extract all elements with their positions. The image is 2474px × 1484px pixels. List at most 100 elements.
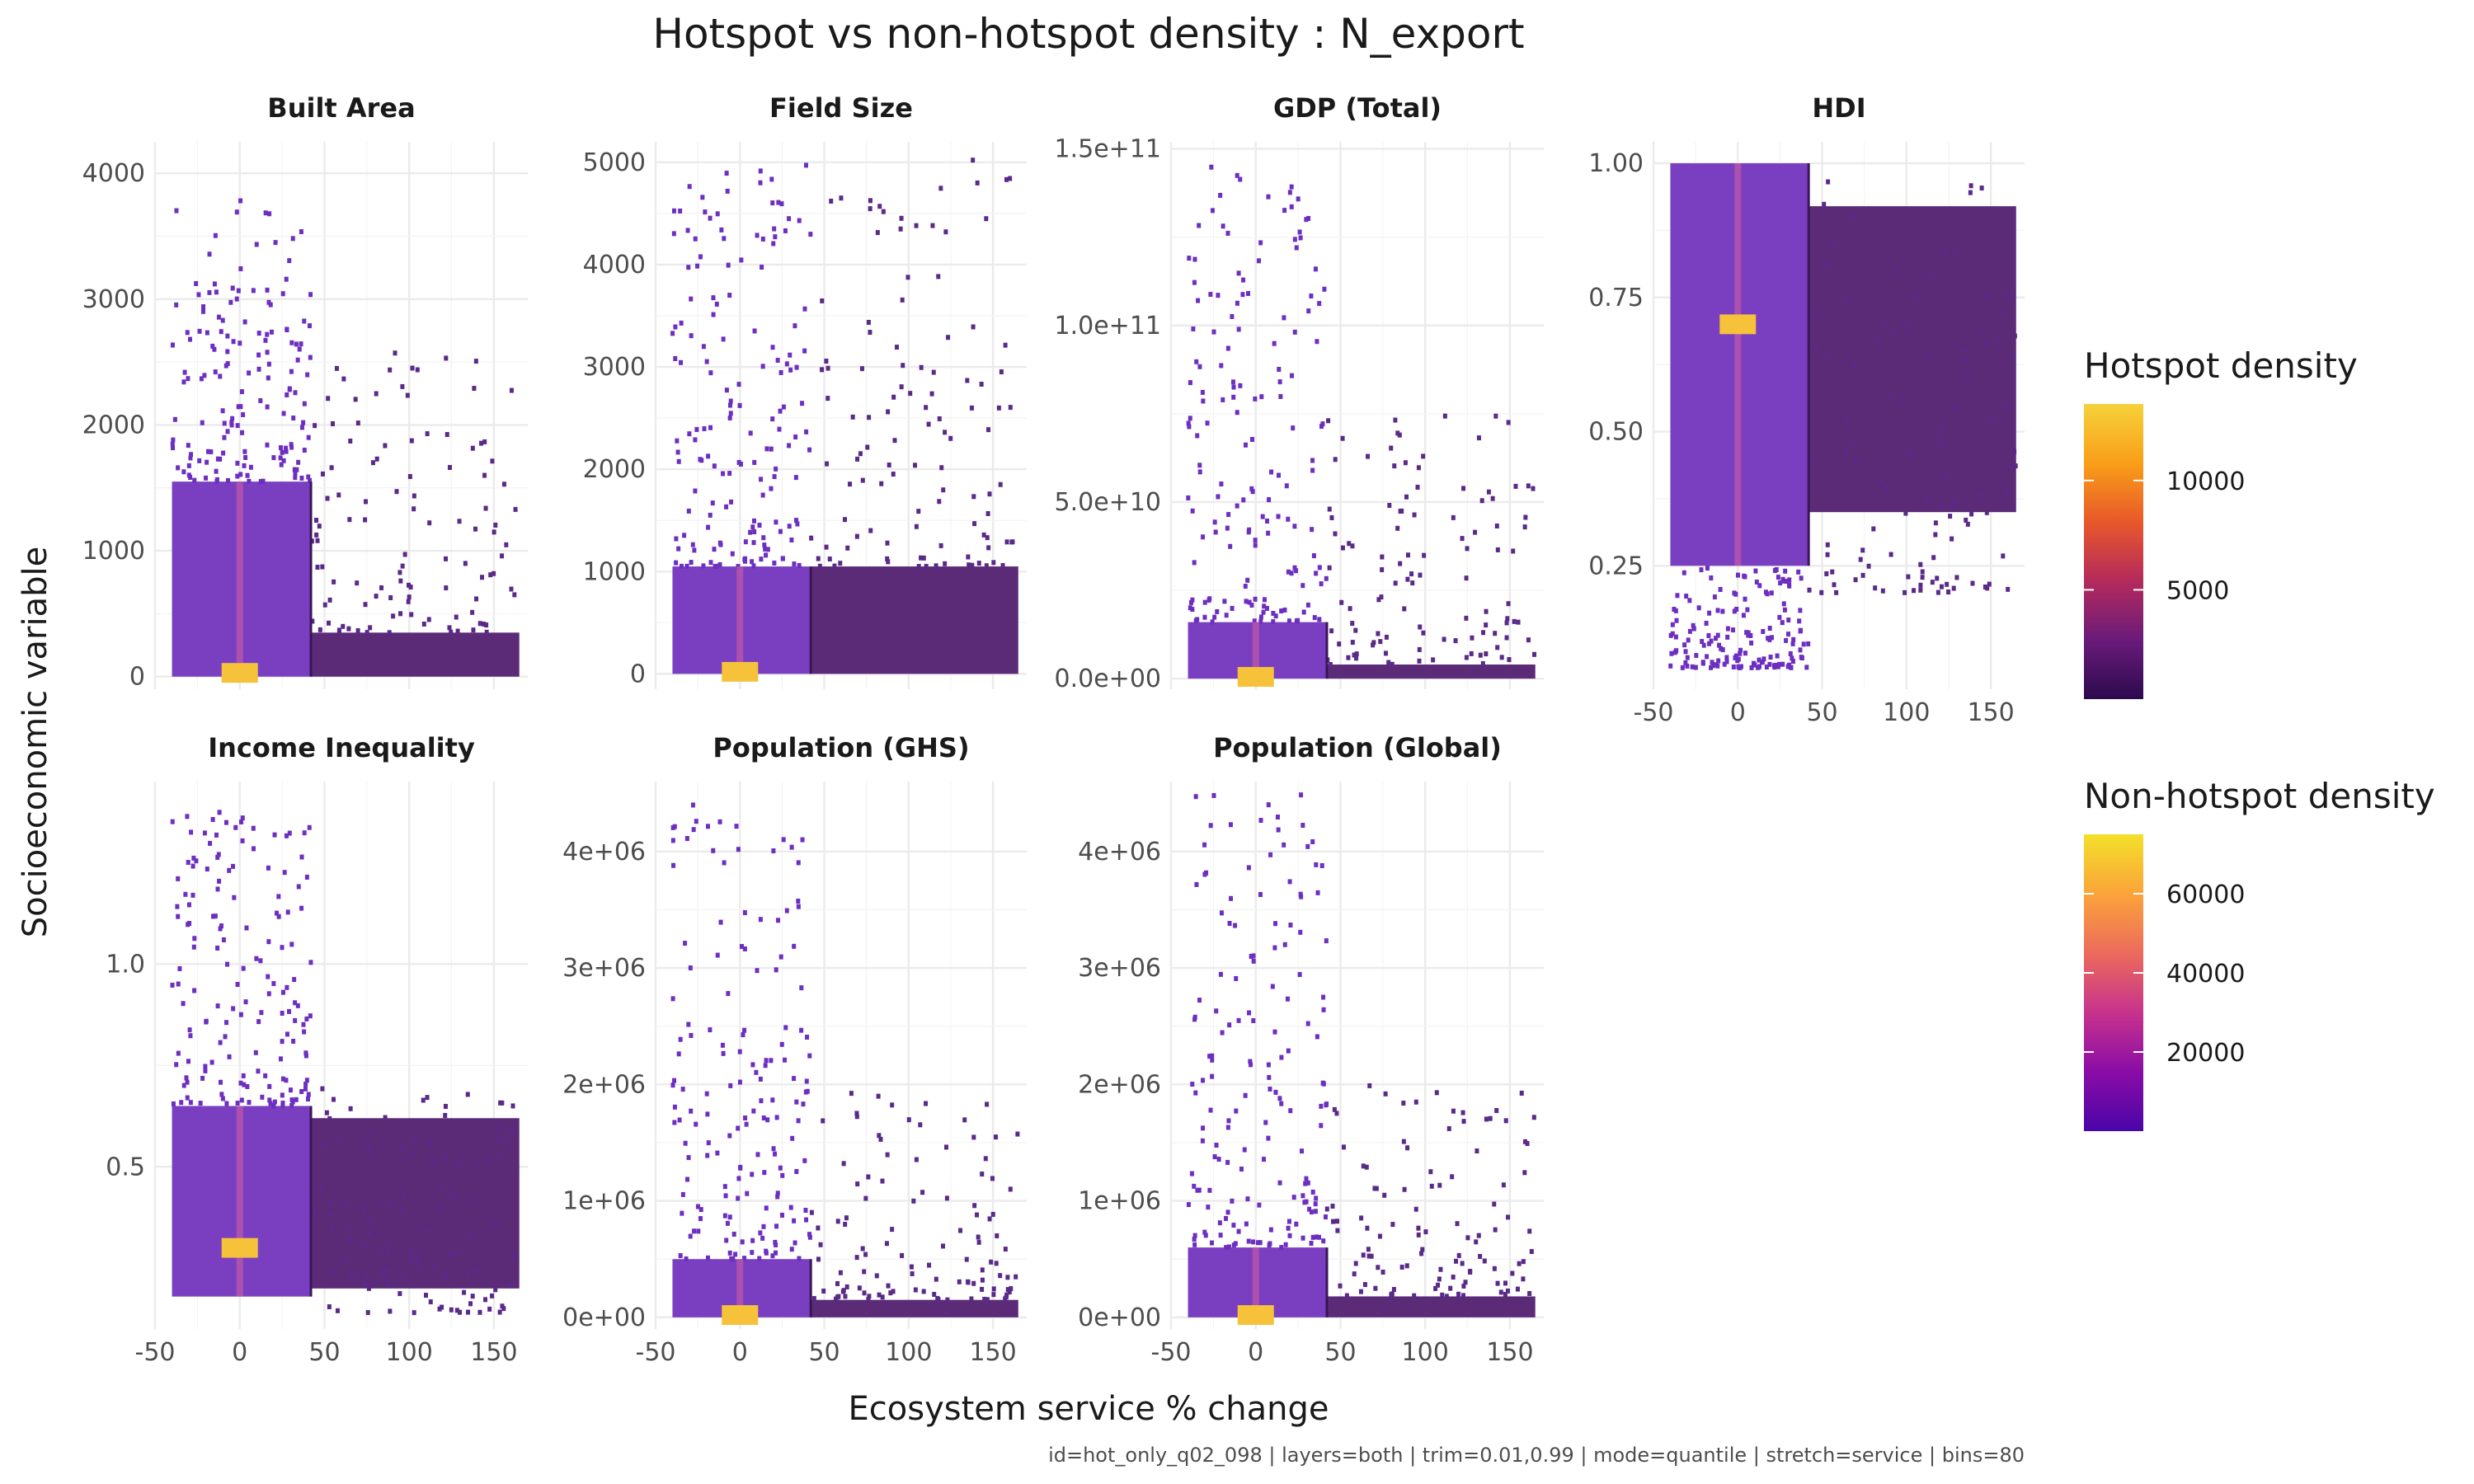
scatter-bin — [201, 308, 206, 314]
scatter-bin — [259, 1010, 264, 1016]
scatter-bin — [802, 306, 807, 312]
scatter-bin — [750, 1237, 755, 1243]
chart-caption: id=hot_only_q02_098 | layers=both | trim… — [1048, 1444, 2025, 1467]
scatter-bin — [239, 389, 244, 395]
scatter-bin — [1252, 618, 1257, 624]
scatter-bin — [780, 1172, 785, 1178]
scatter-bin — [341, 623, 346, 629]
scatter-bin — [299, 475, 304, 481]
scatter-bin — [685, 228, 690, 233]
scatter-bin — [289, 442, 294, 448]
scatter-bin — [976, 561, 981, 566]
scatter-bin — [805, 1088, 810, 1094]
scatter-bin — [760, 364, 765, 369]
scatter-bin — [1738, 665, 1743, 670]
scatter-bin — [943, 561, 948, 566]
scatter-bin — [1789, 665, 1794, 670]
scatter-bin — [764, 446, 769, 452]
scatter-bin — [194, 281, 199, 287]
scatter-bin — [241, 411, 246, 417]
scatter-bin — [470, 1294, 475, 1299]
scatter-bin — [1531, 486, 1536, 491]
scatter-bin — [299, 854, 304, 860]
scatter-bin — [1291, 425, 1296, 431]
y-tick-label: 0.75 — [1588, 284, 1644, 312]
scatter-bin — [256, 331, 261, 336]
scatter-bin — [712, 463, 717, 469]
scatter-bin — [184, 1075, 189, 1081]
scatter-bin — [914, 223, 919, 228]
scatter-bin — [1192, 279, 1197, 285]
scatter-bin — [1215, 608, 1220, 614]
scatter-bin — [1943, 473, 1948, 479]
scatter-bin — [209, 448, 214, 454]
scatter-bin — [176, 981, 181, 987]
scatter-bin — [242, 319, 247, 325]
scatter-bin — [874, 1273, 879, 1279]
scatter-bin — [1780, 576, 1785, 582]
scatter-bin — [752, 518, 757, 524]
scatter-bin — [1433, 1285, 1438, 1291]
scatter-bin — [694, 426, 699, 432]
scatter-bin — [948, 435, 953, 441]
scatter-bin — [1475, 1148, 1479, 1154]
scatter-bin — [865, 444, 870, 450]
scatter-bin — [1304, 1176, 1309, 1181]
scatter-bin — [186, 472, 191, 478]
scatter-bin — [1714, 636, 1719, 641]
peak-stripe — [236, 481, 243, 677]
scatter-bin — [1231, 1223, 1236, 1228]
scatter-bin — [1202, 1229, 1207, 1235]
scatter-bin — [293, 475, 298, 481]
scatter-bin — [995, 1233, 999, 1238]
scatter-bin — [1324, 938, 1329, 944]
y-tick-label: 0e+00 — [1078, 1303, 1161, 1332]
scatter-bin — [774, 519, 778, 525]
scatter-bin — [1788, 650, 1793, 656]
scatter-bin — [1903, 589, 1907, 595]
scatter-bin — [1404, 1263, 1409, 1269]
scatter-bin — [394, 489, 399, 495]
scatter-bin — [788, 352, 793, 358]
scatter-bin — [1190, 508, 1195, 514]
scatter-bin — [1378, 639, 1383, 645]
scatter-bin — [1214, 1008, 1219, 1014]
scatter-bin — [1379, 594, 1384, 600]
scatter-bin — [739, 257, 744, 263]
scatter-bin — [1201, 534, 1206, 540]
scatter-bin — [304, 874, 309, 880]
scatter-bin — [1527, 1290, 1532, 1296]
hotspot-scatter-bins — [809, 157, 1015, 570]
scatter-bin — [1670, 622, 1675, 627]
scatter-bin — [1735, 572, 1740, 578]
scatter-bin — [444, 556, 449, 561]
scatter-bin — [1282, 942, 1287, 947]
scatter-bin — [374, 391, 379, 397]
scatter-bin — [365, 1216, 370, 1222]
scatter-bin — [204, 475, 209, 481]
y-tick-label: 2e+06 — [562, 1070, 646, 1099]
scatter-bin — [190, 863, 195, 869]
scatter-bin — [704, 359, 709, 364]
scatter-bin — [711, 312, 716, 317]
scatter-bin — [687, 431, 692, 437]
scatter-bin — [364, 499, 369, 505]
scatter-bin — [816, 1256, 821, 1262]
scatter-bin — [1825, 552, 1830, 557]
scatter-bin — [215, 945, 220, 951]
scatter-bin — [724, 504, 729, 510]
scatter-bin — [473, 1267, 477, 1273]
scatter-bin — [1258, 618, 1263, 624]
legend-title: Hotspot density — [2084, 345, 2358, 386]
y-tick-label: 0.5 — [106, 1153, 145, 1181]
peak-bin — [722, 661, 759, 682]
scatter-bin — [1263, 1120, 1268, 1125]
scatter-bin — [1195, 1187, 1200, 1193]
scatter-bin — [1239, 1167, 1244, 1172]
scatter-bin — [1219, 910, 1224, 916]
scatter-bin — [971, 324, 976, 330]
scatter-bin — [994, 1261, 999, 1266]
scatter-bin — [324, 1110, 329, 1115]
